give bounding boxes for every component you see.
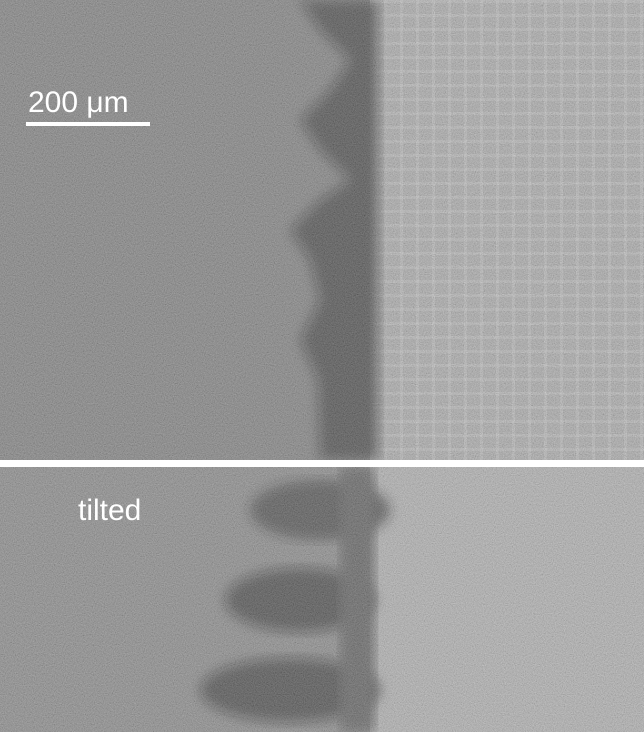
top-panel: 200 μm [0, 0, 644, 460]
page: 200 μm tilted (() => { const data = JSON… [0, 0, 644, 732]
panel-label: tilted [78, 494, 141, 527]
scale-bar-label: 200 μm [28, 86, 129, 119]
scale-bar [26, 122, 150, 126]
micrograph-figure: 200 μm tilted [0, 0, 644, 732]
bottom-panel: tilted [0, 467, 644, 732]
